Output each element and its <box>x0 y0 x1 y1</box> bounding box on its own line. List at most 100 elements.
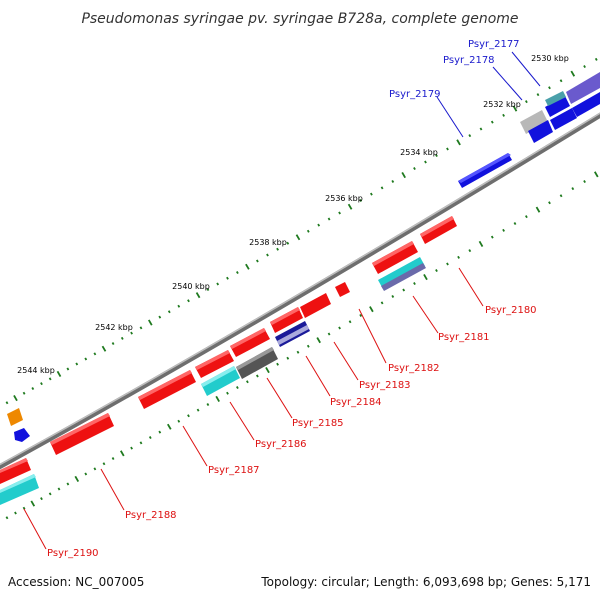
tick-minor <box>370 192 373 196</box>
tick-minor <box>236 271 239 275</box>
tick-minor <box>317 223 321 227</box>
forward-strand-features <box>7 72 600 442</box>
tick-minor <box>413 167 416 171</box>
gene-feature-2178 <box>520 110 548 134</box>
tick-minor <box>22 391 26 395</box>
tick-minor <box>40 497 43 501</box>
tick-minor <box>548 201 551 205</box>
gene-label[interactable]: Psyr_2186 <box>255 439 307 450</box>
gene-feature-2190 <box>0 474 39 505</box>
outer-tick-row <box>5 57 598 405</box>
tick-minor <box>158 315 162 319</box>
tick-minor <box>187 414 190 418</box>
tick-minor <box>216 282 220 286</box>
tick-minor <box>14 511 17 515</box>
tick-minor <box>424 160 427 164</box>
tick-minor <box>48 377 52 381</box>
gene-label[interactable]: Psyr_2183 <box>359 380 411 391</box>
tick-major <box>101 345 107 352</box>
tick-major <box>347 203 353 210</box>
gene-label[interactable]: Psyr_2182 <box>388 363 440 374</box>
tick-major <box>423 274 428 281</box>
tick-minor <box>446 262 449 266</box>
gene-label[interactable]: Psyr_2180 <box>485 305 537 316</box>
tick-minor <box>402 288 406 292</box>
tick-minor <box>57 487 61 491</box>
tick-label: 2540 kbp <box>172 282 210 291</box>
reverse-strand-features <box>0 216 457 505</box>
tick-minor <box>338 326 341 330</box>
accession-text: Accession: NC_007005 <box>8 575 145 589</box>
gene-label[interactable]: Psyr_2181 <box>438 332 490 343</box>
gene-label[interactable]: Psyr_2185 <box>292 418 344 429</box>
tick-minor <box>413 282 416 286</box>
tick-major <box>167 423 172 430</box>
tick-major <box>512 105 518 112</box>
tick-minor <box>256 259 259 263</box>
gene-label[interactable]: Psyr_2178 <box>443 55 495 66</box>
tick-minor <box>306 229 310 233</box>
tick-minor <box>40 382 43 386</box>
tick-minor <box>502 113 505 117</box>
tick-minor <box>391 179 395 183</box>
tick-minor <box>276 247 279 251</box>
tick-minor <box>93 352 97 356</box>
tick-minor <box>256 374 259 378</box>
tick-minor <box>276 362 279 366</box>
tick-minor <box>139 441 143 445</box>
gene-label[interactable]: Psyr_2187 <box>208 465 260 476</box>
tick-minor <box>286 241 290 245</box>
tick-minor <box>490 235 494 239</box>
gene-label[interactable]: Psyr_2177 <box>468 39 520 50</box>
tick-minor <box>338 211 341 215</box>
tick-major <box>478 240 484 247</box>
tick-label: 2544 kbp <box>17 366 55 375</box>
tick-minor <box>502 228 505 232</box>
tick-minor <box>167 310 171 314</box>
tick-minor <box>75 362 79 366</box>
tick-minor <box>525 100 528 104</box>
tick-minor <box>435 269 438 273</box>
gene-feature-2187 <box>138 370 196 409</box>
tick-major <box>295 234 301 241</box>
tick-minor <box>111 342 115 346</box>
tick-minor <box>594 57 598 61</box>
gene-label[interactable]: Psyr_2179 <box>389 89 441 100</box>
tick-minor <box>446 147 449 151</box>
tick-minor <box>457 255 460 259</box>
tick-minor <box>5 401 9 405</box>
gene-feature-small-orange <box>7 408 23 426</box>
tick-label: 2542 kbp <box>95 323 133 332</box>
tick-minor <box>66 367 70 371</box>
inner-tick-row <box>5 171 599 520</box>
tick-minor <box>391 294 395 298</box>
tick-minor <box>66 482 70 486</box>
tick-minor <box>246 380 249 384</box>
tick-major <box>594 171 599 178</box>
tick-minor <box>286 356 290 360</box>
gene-feature-2176 <box>550 108 577 130</box>
gene-feature-2184 <box>270 307 303 333</box>
gene-label[interactable]: Psyr_2184 <box>330 397 382 408</box>
tick-minor <box>296 350 300 354</box>
tick-major <box>148 319 153 326</box>
tick-minor <box>31 387 35 391</box>
tick-minor <box>206 403 210 407</box>
tick-minor <box>5 516 9 520</box>
tick-minor <box>22 506 26 510</box>
gene-label[interactable]: Psyr_2188 <box>125 510 177 521</box>
tick-major <box>120 450 125 457</box>
tick-minor <box>571 187 575 191</box>
gene-feature-2177 <box>545 96 570 117</box>
gene-label[interactable]: Psyr_2190 <box>47 548 99 559</box>
tick-minor <box>206 288 210 292</box>
tick-label: 2530 kbp <box>531 54 569 63</box>
tick-minor <box>111 457 115 461</box>
tick-minor <box>187 299 190 303</box>
tick-minor <box>559 194 563 198</box>
gene-feature-2188 <box>50 413 114 455</box>
tick-labels: 2530 kbp 2532 kbp 2534 kbp 2536 kbp 2538 kbp… <box>17 54 569 375</box>
tick-minor <box>559 79 563 83</box>
tick-minor <box>513 222 517 226</box>
